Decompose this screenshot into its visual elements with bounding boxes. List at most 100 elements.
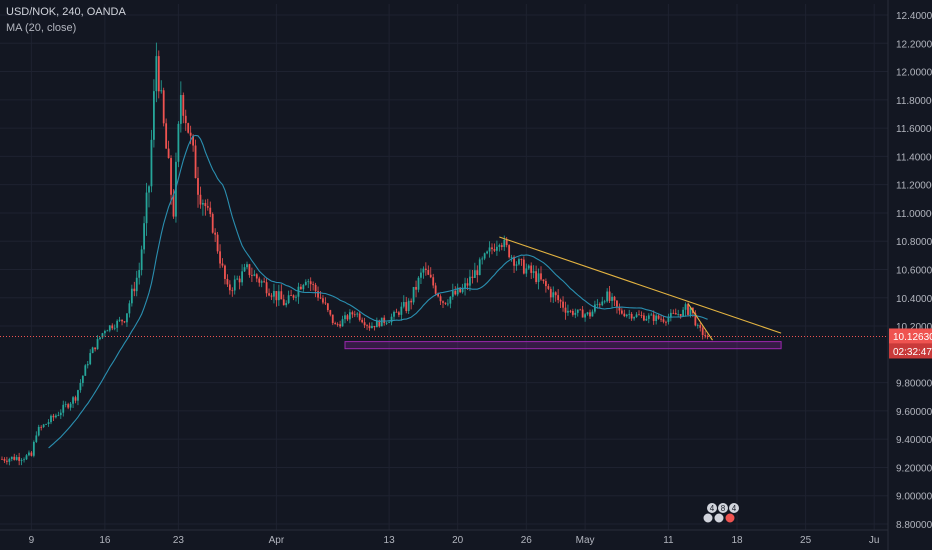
candle-body xyxy=(312,284,315,285)
candle-body xyxy=(672,312,675,314)
candle-body xyxy=(420,272,422,278)
candle-body xyxy=(491,247,493,250)
candle-body xyxy=(503,239,506,247)
candle-body xyxy=(138,270,141,278)
event-badge-label: 4 xyxy=(732,504,737,513)
candle-body xyxy=(402,302,405,307)
candle-body xyxy=(118,319,121,321)
candle-body xyxy=(319,297,322,299)
candle-body xyxy=(628,313,631,315)
trendline xyxy=(687,303,713,341)
candle-body xyxy=(23,459,25,461)
candle-body xyxy=(25,455,28,460)
candle-body xyxy=(505,239,508,246)
candle-body xyxy=(415,286,417,290)
candle-body xyxy=(662,319,665,322)
candle-body xyxy=(439,296,442,302)
candle-body xyxy=(167,148,170,159)
candle-body xyxy=(473,270,476,278)
candle-body xyxy=(106,330,109,332)
candle-body xyxy=(59,412,62,416)
candle-body xyxy=(130,288,133,304)
trendline xyxy=(499,236,782,334)
candle-body xyxy=(341,319,344,327)
candle-body xyxy=(15,457,18,460)
candle-body xyxy=(55,415,57,418)
candle-body xyxy=(358,313,361,320)
candle-body xyxy=(674,313,677,315)
candle-body xyxy=(241,271,243,283)
candle-body xyxy=(667,317,670,322)
x-tick-label: 20 xyxy=(452,535,464,546)
y-tick-label: 8.80000 xyxy=(896,520,932,531)
candle-body xyxy=(478,259,481,275)
candle-body xyxy=(231,290,234,292)
last-price-label: 10.12630 xyxy=(893,332,932,343)
candle-body xyxy=(361,319,364,323)
candle-body xyxy=(496,246,498,251)
candle-body xyxy=(464,283,466,289)
candle-body xyxy=(214,232,217,235)
candle-body xyxy=(640,315,643,316)
candle-body xyxy=(488,247,491,252)
candle-body xyxy=(204,203,207,207)
candle-body xyxy=(601,301,604,306)
candle-body xyxy=(549,288,552,298)
x-tick-label: May xyxy=(576,535,595,546)
candle-body xyxy=(390,316,393,323)
candle-body xyxy=(326,303,329,311)
candle-body xyxy=(591,311,594,317)
flag-icon xyxy=(724,512,736,524)
candle-body xyxy=(30,452,33,456)
support-zone-rect xyxy=(344,341,782,350)
candle-body xyxy=(586,312,589,315)
candle-body xyxy=(483,253,486,259)
candle-body xyxy=(694,313,697,326)
candle-body xyxy=(469,276,471,286)
candle-body xyxy=(79,382,82,391)
candle-body xyxy=(221,263,224,266)
candle-body xyxy=(69,403,72,408)
candle-body xyxy=(99,337,101,339)
candle-body xyxy=(356,313,359,315)
x-tick-label: 23 xyxy=(173,535,185,546)
candle-body xyxy=(459,287,462,293)
x-tick-label: 18 xyxy=(731,535,743,546)
candle-body xyxy=(47,422,50,425)
candle-body xyxy=(35,435,38,442)
candle-body xyxy=(545,281,547,287)
candle-body xyxy=(13,456,16,460)
candle-body xyxy=(331,314,334,324)
candle-body xyxy=(251,275,253,276)
candle-body xyxy=(679,314,682,317)
candle-body xyxy=(248,264,251,276)
x-tick-label: 13 xyxy=(384,535,396,546)
candle-body xyxy=(562,301,564,308)
candle-body xyxy=(126,313,128,323)
candle-body xyxy=(6,460,8,462)
candle-body xyxy=(571,310,574,315)
candle-body xyxy=(454,291,457,295)
x-tick-label: 16 xyxy=(99,535,111,546)
candle-body xyxy=(179,95,182,124)
candle-body xyxy=(28,452,30,456)
candle-body xyxy=(344,315,346,320)
candle-body xyxy=(334,323,337,325)
candle-body xyxy=(535,271,537,283)
x-tick-label: 11 xyxy=(663,535,674,546)
candle-body xyxy=(542,279,545,282)
candle-body xyxy=(192,135,194,146)
candle-body xyxy=(329,310,332,315)
candle-body xyxy=(1,458,3,460)
candle-body xyxy=(228,284,231,291)
candle-body xyxy=(437,293,439,297)
y-tick-label: 9.80000 xyxy=(896,379,932,390)
candle-body xyxy=(143,223,145,250)
candle-body xyxy=(94,347,96,350)
candle-body xyxy=(704,335,707,336)
candle-body xyxy=(336,324,339,326)
candle-body xyxy=(81,375,84,383)
candle-body xyxy=(618,306,621,311)
candle-body xyxy=(363,322,366,326)
